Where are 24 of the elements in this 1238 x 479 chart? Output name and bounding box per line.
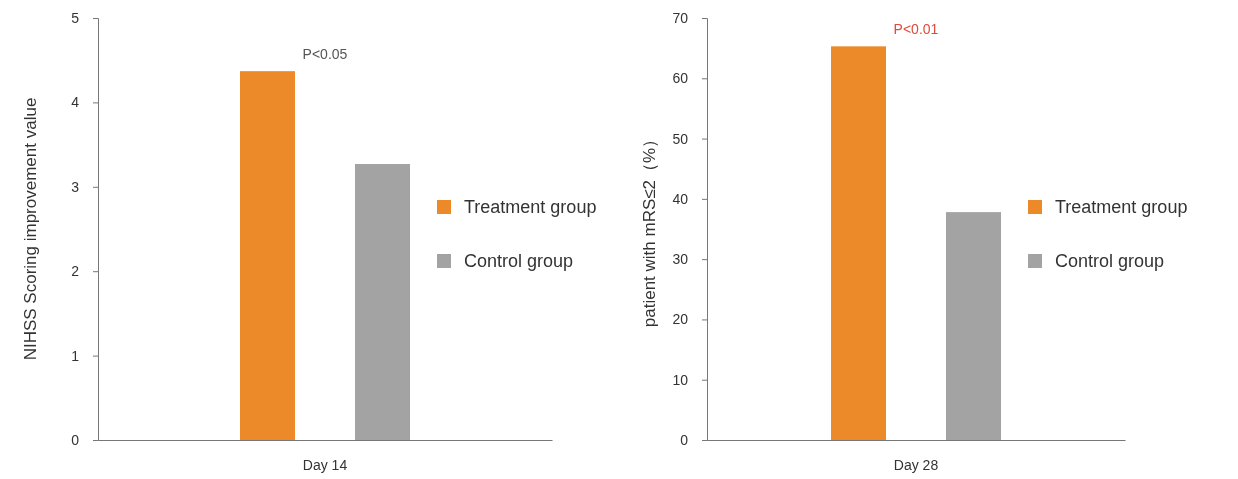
legend-label: Treatment group [1055,197,1188,217]
annotation: P<0.01 [893,21,939,38]
y-tick-label: 40 [672,190,689,207]
y-tick-label: 2 [71,263,80,280]
y-axis-title: patient with mRS≤2（%） [640,130,659,328]
y-tick-label: 60 [672,70,689,87]
legend-label: Control group [464,251,574,271]
legend-label: Control group [1055,251,1165,271]
y-tick-label: 50 [672,130,689,147]
y-tick-label: 4 [71,94,80,111]
annotation: P<0.05 [302,46,348,63]
y-tick-label: 0 [680,431,689,448]
y-tick-label: 5 [71,9,80,26]
y-tick-label: 3 [71,178,80,195]
y-tick-label: 70 [672,9,689,26]
y-tick-label: 10 [672,371,689,388]
y-tick-label: 1 [71,347,80,364]
y-tick-label: 0 [71,431,80,448]
x-tick-label: Day 28 [893,456,939,473]
y-tick-label: 30 [672,251,689,268]
x-tick-label: Day 14 [302,456,348,473]
legend-label: Treatment group [464,197,597,217]
y-tick-label: 20 [672,311,689,328]
y-axis-title: NIHSS Scoring improvement value [21,97,40,361]
